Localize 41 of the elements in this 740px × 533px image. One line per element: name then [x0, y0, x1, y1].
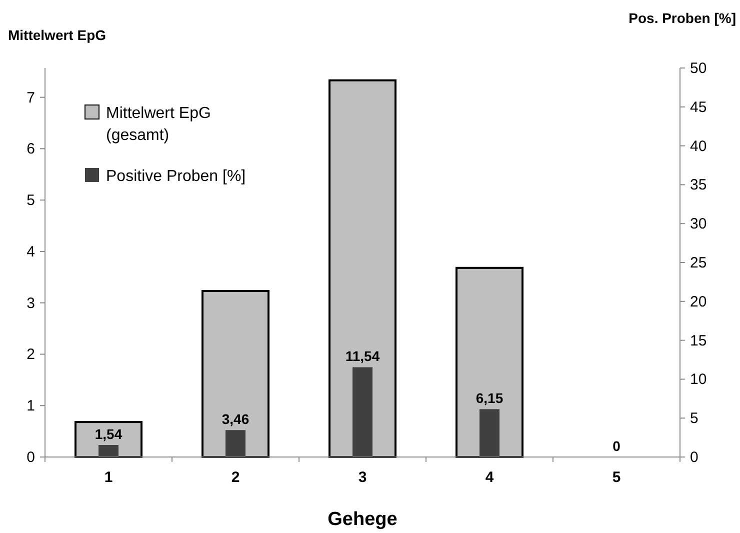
y-tick-label: 2 — [26, 346, 35, 364]
y2-axis-title: Pos. Proben [%] — [628, 10, 736, 26]
y2-tick-label: 30 — [690, 216, 707, 233]
data-label: 3,46 — [222, 411, 250, 428]
legend-label: Mittelwert EpG (gesamt) — [106, 105, 211, 144]
y2-tick-label: 0 — [690, 449, 698, 466]
y2-tick-label: 50 — [690, 60, 707, 77]
bar — [328, 79, 396, 458]
y2-tick-label: 5 — [690, 410, 698, 428]
y-tick-label: 7 — [26, 89, 35, 106]
y2-tick-label: 35 — [690, 176, 707, 194]
x-tick-label: 4 — [485, 469, 494, 486]
y2-tick-label: 20 — [690, 293, 707, 310]
bar — [226, 430, 246, 457]
bar — [98, 445, 118, 457]
y-tick-label: 1 — [26, 398, 35, 415]
bar — [352, 367, 372, 457]
data-label: 11,54 — [345, 348, 380, 364]
y2-tick-label: 10 — [690, 371, 707, 388]
bar — [480, 409, 500, 457]
bar — [456, 266, 524, 458]
x-tick-label: 5 — [612, 469, 621, 486]
y-tick-label: 4 — [26, 243, 35, 260]
data-label: 0 — [612, 438, 621, 454]
y-tick-label: 5 — [26, 192, 35, 210]
x-tick-label: 1 — [104, 469, 113, 486]
legend-label: Positive Proben [%] — [106, 168, 246, 185]
data-label: 1,54 — [94, 426, 122, 442]
x-axis-title: Gehege — [328, 509, 398, 530]
y-axis-title: Mittelwert EpG — [8, 27, 106, 43]
x-tick-label: 2 — [231, 469, 240, 486]
bar — [202, 290, 270, 458]
y2-tick-label: 15 — [690, 332, 707, 350]
y-tick-label: 6 — [26, 140, 35, 158]
y2-tick-label: 25 — [690, 254, 707, 272]
x-tick-label: 3 — [358, 469, 367, 486]
y2-tick-label: 45 — [690, 98, 707, 116]
data-label: 6,15 — [476, 390, 504, 406]
y-tick-label: 0 — [26, 449, 35, 466]
y-tick-label: 3 — [26, 294, 35, 312]
y2-tick-label: 40 — [690, 138, 707, 155]
